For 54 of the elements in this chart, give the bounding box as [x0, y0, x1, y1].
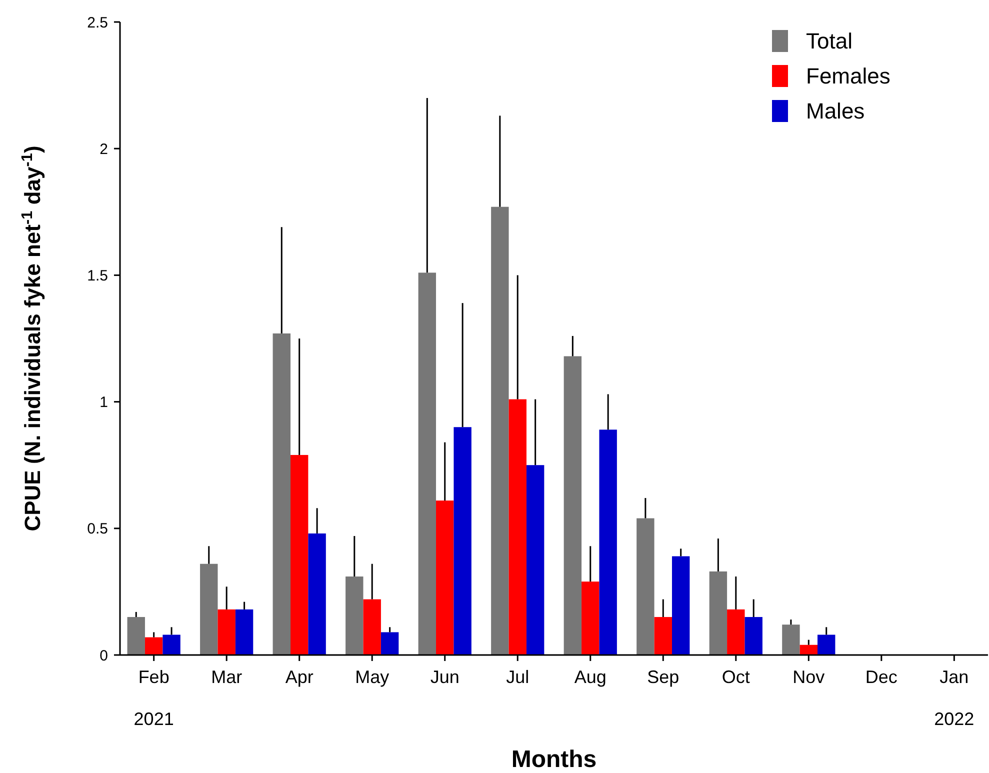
y-tick-label: 2 [100, 140, 108, 158]
bar [200, 564, 218, 655]
x-tick-label: May [355, 667, 390, 687]
x-tick-label: Dec [865, 667, 898, 687]
bar [290, 454, 308, 655]
text: 2021 [134, 709, 174, 729]
x-axis-title: Months [511, 746, 597, 773]
bar [599, 430, 617, 655]
y-tick-label: 0 [100, 647, 108, 664]
text: 2022 [934, 709, 974, 729]
bar [744, 617, 762, 655]
x-tick-label: Apr [285, 667, 314, 687]
bar [218, 609, 236, 655]
bar [162, 634, 180, 655]
bar [508, 399, 526, 655]
bar [127, 617, 145, 655]
x-tick-label: Aug [574, 667, 606, 687]
bar [454, 427, 472, 655]
bar [272, 333, 290, 655]
y-tick-label: 1 [100, 394, 108, 412]
bar [526, 465, 544, 655]
x-tick-label: Jan [940, 667, 969, 687]
bar [418, 272, 436, 655]
x-tick-label: Feb [138, 667, 170, 687]
bar [800, 644, 818, 655]
bar [363, 599, 381, 655]
bar [782, 624, 800, 655]
bar [709, 571, 728, 655]
y-tick-label: 2.5 [87, 14, 108, 32]
legend-label: Females [806, 64, 890, 89]
x-tick-label: Mar [211, 667, 242, 687]
bar [346, 576, 364, 655]
x-tick-label: Jun [430, 667, 460, 687]
bar [654, 617, 672, 655]
bar [144, 637, 163, 655]
y-tick-label: 0.5 [87, 520, 108, 538]
x-tick-label: Nov [792, 667, 825, 687]
bar [564, 356, 582, 655]
legend-label: Males [806, 98, 865, 124]
bar [308, 533, 326, 655]
bar [818, 634, 836, 655]
legend-label: Total [806, 28, 852, 54]
bar [491, 206, 509, 655]
x-tick-label: Sep [647, 667, 680, 687]
bar [235, 609, 254, 655]
x-tick-label: Jul [506, 667, 530, 687]
bar [727, 609, 745, 655]
bar [636, 518, 654, 655]
x-tick-label: Oct [722, 667, 750, 687]
bar [436, 500, 454, 655]
bar [672, 556, 690, 655]
bar [380, 632, 399, 655]
bar [582, 582, 600, 655]
y-tick-label: 1.5 [87, 267, 108, 284]
